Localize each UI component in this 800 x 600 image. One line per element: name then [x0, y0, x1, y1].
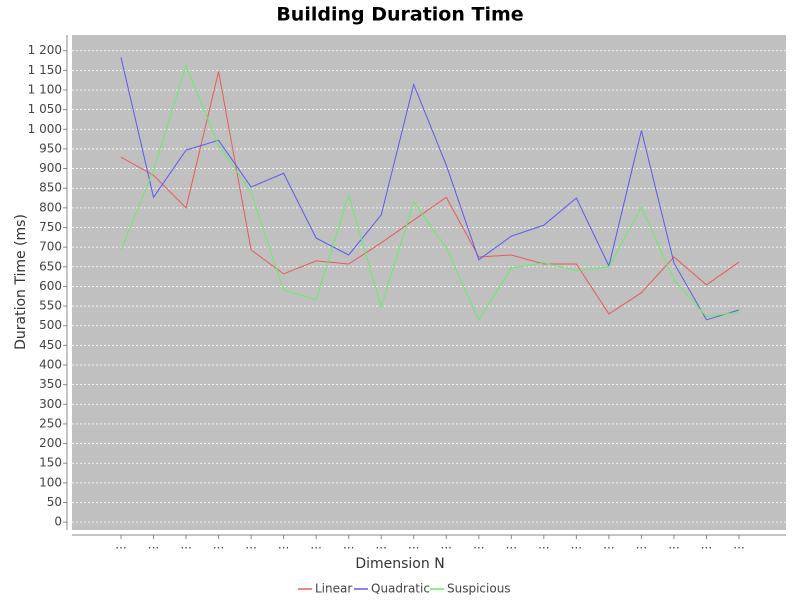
- y-tick-label: 1 100: [28, 83, 62, 97]
- y-tick-label: 250: [39, 416, 62, 430]
- y-tick-label: 0: [54, 515, 62, 529]
- x-tick-label: ...: [245, 538, 256, 552]
- legend-label: Quadratic: [371, 582, 430, 596]
- y-tick-label: 550: [39, 299, 62, 313]
- y-tick-label: 750: [39, 220, 62, 234]
- x-axis-label: Dimension N: [355, 556, 444, 572]
- x-tick-label: ...: [213, 538, 224, 552]
- y-tick-label: 1 000: [28, 122, 62, 136]
- y-tick-label: 850: [39, 181, 62, 195]
- y-tick-label: 1 200: [28, 43, 62, 57]
- y-tick-label: 800: [39, 200, 62, 214]
- y-tick-label: 600: [39, 279, 62, 293]
- plot-area: [72, 35, 786, 530]
- x-tick-label: ...: [310, 538, 321, 552]
- x-tick-label: ...: [668, 538, 679, 552]
- x-tick-label: ...: [603, 538, 614, 552]
- x-tick-label: ...: [733, 538, 744, 552]
- x-tick-label: ...: [180, 538, 191, 552]
- x-tick-label: ...: [538, 538, 549, 552]
- y-axis-label: Duration Time (ms): [13, 214, 29, 350]
- y-tick-label: 50: [47, 495, 62, 509]
- y-tick-label: 900: [39, 161, 62, 175]
- y-tick-label: 400: [39, 358, 62, 372]
- chart-title: Building Duration Time: [276, 4, 523, 26]
- x-tick-label: ...: [441, 538, 452, 552]
- y-tick-label: 650: [39, 259, 62, 273]
- y-tick-label: 200: [39, 436, 62, 450]
- y-tick-label: 100: [39, 475, 62, 489]
- y-tick-label: 350: [39, 377, 62, 391]
- y-tick-label: 700: [39, 240, 62, 254]
- x-tick-label: ...: [148, 538, 159, 552]
- x-tick-label: ...: [408, 538, 419, 552]
- y-tick-label: 450: [39, 338, 62, 352]
- x-tick-label: ...: [278, 538, 289, 552]
- line-series: [120, 57, 740, 321]
- x-tick-label: ...: [115, 538, 126, 552]
- y-tick-label: 950: [39, 141, 62, 155]
- line-series: [120, 71, 740, 315]
- y-tick-label: 150: [39, 456, 62, 470]
- x-tick-label: ...: [473, 538, 484, 552]
- x-tick-label: ...: [375, 538, 386, 552]
- legend-label: Suspicious: [447, 582, 511, 596]
- y-tick-label: 300: [39, 397, 62, 411]
- y-tick-label: 1 050: [28, 102, 62, 116]
- legend-label: Linear: [315, 582, 352, 596]
- x-tick-label: ...: [636, 538, 647, 552]
- x-tick-label: ...: [506, 538, 517, 552]
- y-tick-label: 500: [39, 318, 62, 332]
- x-tick-label: ...: [343, 538, 354, 552]
- x-tick-label: ...: [571, 538, 582, 552]
- y-tick-label: 1 150: [28, 63, 62, 77]
- line-series: [120, 64, 740, 321]
- x-tick-label: ...: [701, 538, 712, 552]
